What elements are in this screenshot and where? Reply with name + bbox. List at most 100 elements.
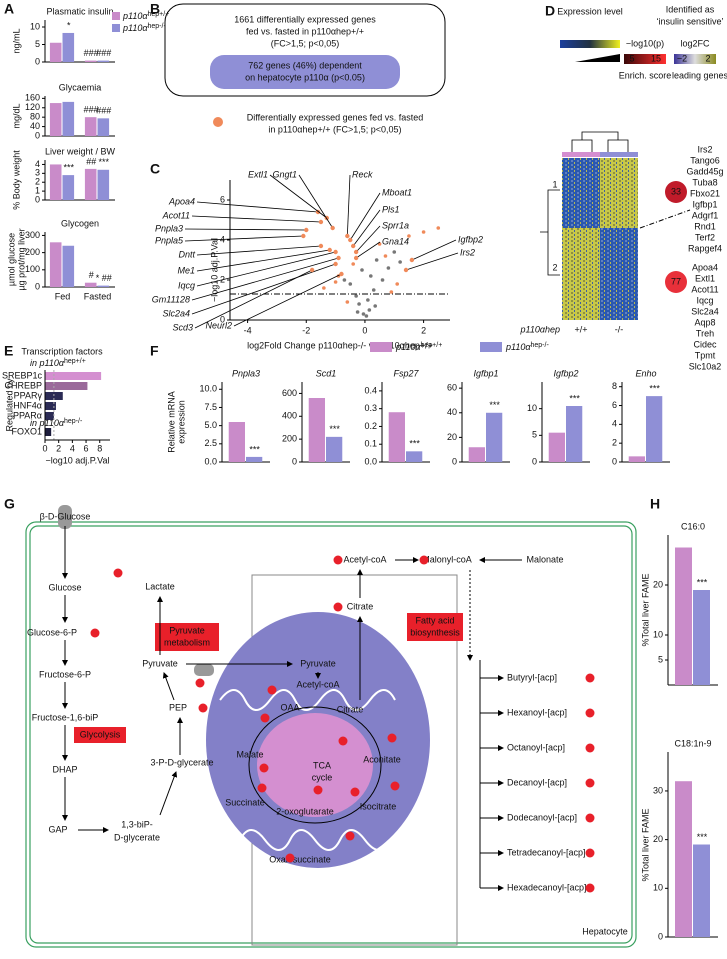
chart-title: C18:1n-9 <box>674 738 711 748</box>
tca-cycle <box>248 706 382 824</box>
y-tick-label: 5 <box>532 430 537 440</box>
panel-letter: D <box>545 3 555 19</box>
gene-name: Cidec <box>693 339 717 349</box>
marker-dot <box>90 628 100 638</box>
b-text: fed vs. fasted in p110αhep+/+ <box>246 26 364 36</box>
process-label: biosynthesis <box>410 627 460 637</box>
text-part: in p110α <box>30 358 65 368</box>
point <box>398 260 402 264</box>
y-tick-label: 4 <box>612 419 617 429</box>
gene-label: Neurl2 <box>205 320 232 330</box>
metabolite: 2-oxoglutarate <box>276 806 334 816</box>
e-title: Transcription factors <box>21 346 103 356</box>
metabolite: 1,3-biP- <box>121 819 153 829</box>
gene-label: Acot11 <box>162 210 190 220</box>
metabolite: Hexadecanoyl-[acp] <box>507 882 587 892</box>
x-axis-label: log2Fold Change p110αhep-/- vs p110αhep+… <box>247 340 433 350</box>
gene-name: Tango6 <box>690 155 720 165</box>
marker-dot <box>350 787 360 797</box>
metabolite: DHAP <box>52 764 77 774</box>
bar <box>45 428 52 436</box>
scale-tick: 5 <box>629 53 634 63</box>
point <box>351 262 356 266</box>
metabolite: Glucose-6-P <box>27 627 77 637</box>
y-tick-label: 10 <box>30 21 40 31</box>
leader-line <box>298 174 334 229</box>
marker-dot <box>585 848 595 858</box>
metabolite: β-D-Glucose <box>40 511 91 521</box>
point <box>360 268 364 272</box>
bar <box>97 169 110 200</box>
bar <box>84 117 97 136</box>
y-tick-label: 0.2 <box>364 421 377 431</box>
chart-title: Igfbp1 <box>473 368 498 378</box>
y-tick-label: 100 <box>25 264 40 274</box>
leader-line <box>355 241 381 259</box>
genotype-label: p110αhep <box>519 324 560 334</box>
bar <box>646 396 663 462</box>
group-bar <box>600 152 638 157</box>
y-tick-label: 400 <box>282 411 297 421</box>
point <box>361 312 366 316</box>
metabolite: D-glycerate <box>114 832 160 842</box>
metabolite: OAA <box>280 702 299 712</box>
legend-entry: Differentially expressed genes fed vs. f… <box>247 112 423 122</box>
marker-dot <box>113 568 123 578</box>
metabolite: Butyryl-[acp] <box>507 672 557 682</box>
y-tick-label: 0 <box>35 56 40 66</box>
text-part: p110α <box>395 342 421 352</box>
x-tick-label: 8 <box>97 443 102 453</box>
legend-entry: p110αhep+/+ <box>122 11 169 22</box>
metabolite: Succinate <box>225 797 265 807</box>
gene-label: Slc2a4 <box>162 308 190 318</box>
category-label: CHREBP <box>4 380 42 390</box>
category-label: FOXO1 <box>11 426 42 436</box>
chart-title: Enho <box>635 368 656 378</box>
chart-title: Liver weight / BW <box>45 146 116 156</box>
metabolite: Oxalosuccinate <box>269 854 331 864</box>
gene-label: Gm11128 <box>152 294 190 304</box>
arrow <box>159 771 178 816</box>
panel-letter: G <box>4 496 15 512</box>
marker-dot <box>267 685 277 695</box>
y-tick-label: 0 <box>292 456 297 466</box>
superscript: hep-/- <box>531 342 550 349</box>
group-label: +/+ <box>574 324 587 334</box>
y-tick-label: 200 <box>282 434 297 444</box>
y-tick-label: 300 <box>25 230 40 240</box>
point <box>373 304 378 308</box>
metabolite: Lactate <box>145 581 175 591</box>
marker-dot <box>333 555 343 565</box>
cell-membrane <box>29 525 633 944</box>
significance: *** <box>569 393 580 403</box>
cell-label: Hepatocyte <box>582 926 628 936</box>
chart-title: Fsp27 <box>393 368 419 378</box>
point <box>369 274 373 278</box>
superscript: hep-/- <box>64 418 83 425</box>
panel-letter: A <box>4 1 14 17</box>
significance: ### <box>84 48 99 58</box>
process-label: TCA <box>313 760 331 770</box>
fc-scale <box>674 54 716 64</box>
bar <box>326 436 343 462</box>
process-label: Pyruvate <box>169 625 205 635</box>
point <box>383 254 388 258</box>
process-label: cycle <box>312 772 333 782</box>
y-axis-label: mg/dL <box>11 103 21 128</box>
gene-name: Adgrf1 <box>692 210 719 220</box>
y-tick-label: 10 <box>653 883 663 893</box>
point <box>354 294 358 298</box>
metabolite: Malonyl-coA <box>422 554 472 564</box>
bar <box>693 844 710 937</box>
x-tick-label: Fasted <box>84 291 112 301</box>
point <box>353 255 359 261</box>
metabolite: Hexanoyl-[acp] <box>507 707 567 717</box>
point <box>322 286 326 290</box>
b-text: 1661 differentially expressed genes <box>234 14 376 24</box>
cluster-label: 2 <box>552 262 557 272</box>
gene-name: Aqp8 <box>694 317 715 327</box>
significance: *** <box>329 424 340 434</box>
heatmap-block <box>600 228 638 320</box>
leader-line <box>191 263 336 315</box>
